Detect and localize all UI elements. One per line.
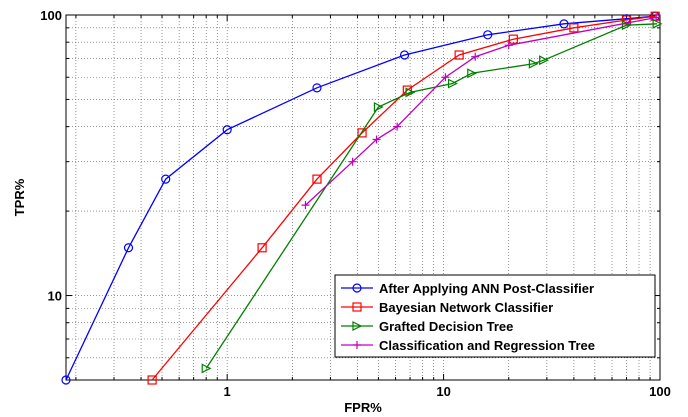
- y-tick-label: 10: [48, 289, 62, 304]
- legend-label: Bayesian Network Classifier: [379, 300, 553, 315]
- data-point: [348, 157, 357, 166]
- data-point: [454, 50, 464, 60]
- y-axis-label: TPR%: [12, 178, 27, 216]
- legend-item: Bayesian Network Classifier: [341, 300, 553, 315]
- legend-label: Classification and Regression Tree: [379, 338, 595, 353]
- series-line: [305, 16, 657, 206]
- legend-label: Grafted Decision Tree: [379, 319, 513, 334]
- y-tick-label: 100: [40, 8, 62, 23]
- data-point: [559, 19, 569, 29]
- data-point: [61, 375, 71, 385]
- data-point: [312, 83, 322, 93]
- data-point: [372, 135, 381, 144]
- legend-box: [334, 274, 656, 358]
- data-point: [161, 174, 171, 184]
- data-point: [467, 68, 478, 79]
- legend-item: Grafted Decision Tree: [341, 319, 513, 334]
- data-point: [222, 125, 232, 135]
- series-line: [205, 23, 658, 369]
- data-point: [569, 23, 579, 33]
- data-point: [471, 52, 480, 61]
- x-tick-label: 1: [224, 384, 231, 399]
- series-line: [65, 15, 656, 381]
- data-point: [652, 13, 661, 22]
- legend-marker: [352, 321, 363, 331]
- data-point: [373, 102, 384, 112]
- data-point: [528, 58, 539, 69]
- series-2: [147, 11, 660, 385]
- legend: After Applying ANN Post-Classifier Bayesi…: [334, 274, 656, 358]
- data-point: [301, 201, 310, 210]
- series-line: [151, 15, 656, 381]
- data-point: [312, 174, 322, 184]
- axis-ticks: 1 10 100 10 100: [40, 8, 671, 399]
- series-group: [61, 11, 663, 385]
- legend-item: Classification and Regression Tree: [341, 338, 595, 353]
- legend-label: After Applying ANN Post-Classifier: [379, 281, 594, 296]
- data-point: [539, 55, 549, 66]
- data-point: [652, 18, 663, 29]
- x-axis-label: FPR%: [344, 400, 382, 415]
- x-tick-label: 100: [649, 384, 671, 399]
- data-point: [447, 78, 458, 89]
- legend-marker: [353, 341, 361, 349]
- plot-area: [65, 14, 661, 381]
- data-point: [393, 122, 402, 131]
- legend-marker: [352, 302, 362, 312]
- data-point: [201, 363, 212, 374]
- data-point: [504, 41, 513, 50]
- data-point: [405, 87, 416, 98]
- data-point: [123, 243, 134, 253]
- data-point: [508, 34, 518, 44]
- x-tick-label: 10: [436, 384, 450, 399]
- legend-marker: [352, 283, 362, 293]
- legend-item: After Applying ANN Post-Classifier: [341, 281, 594, 296]
- data-point: [357, 128, 367, 138]
- series-4: [301, 13, 661, 210]
- data-point: [441, 73, 450, 82]
- data-point: [399, 50, 410, 60]
- data-point: [257, 243, 267, 253]
- data-point: [483, 30, 493, 40]
- data-point: [147, 375, 157, 385]
- data-point: [621, 15, 632, 25]
